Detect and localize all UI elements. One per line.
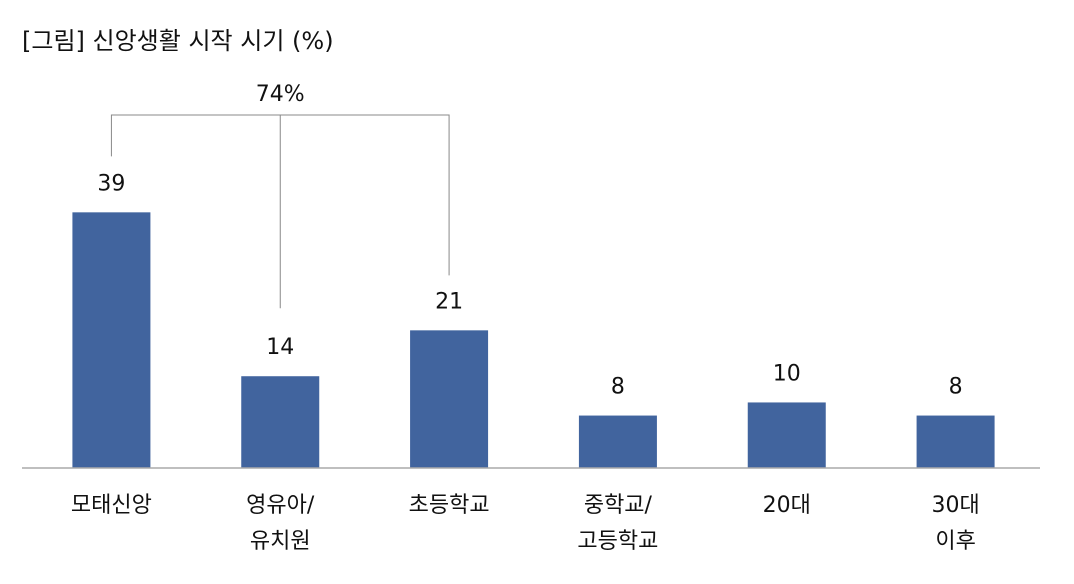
value-label: 10 [773,361,801,386]
x-tick-label: 30대 이후 [931,493,980,554]
value-label: 8 [949,375,963,400]
bar [578,415,657,468]
bar [410,330,489,468]
x-tick-label: 모태신앙 [70,493,152,518]
x-tick-label: 영유아/ 유치원 [246,493,315,554]
bar [916,415,995,468]
chart-title: [그림] 신앙생활 시작 시기 (%) [22,27,334,55]
bracket [110,114,450,309]
bar [747,402,826,468]
value-label: 8 [611,375,625,400]
bar [72,212,151,468]
x-tick-label: 중학교/ 고등학교 [577,493,659,554]
value-label: 21 [435,289,463,314]
bar [241,376,320,468]
value-label: 39 [97,171,125,196]
value-label: 14 [266,335,294,360]
x-tick-label: 초등학교 [408,493,490,518]
annotation: 74% [256,82,305,107]
x-tick-label: 20대 [762,493,811,518]
